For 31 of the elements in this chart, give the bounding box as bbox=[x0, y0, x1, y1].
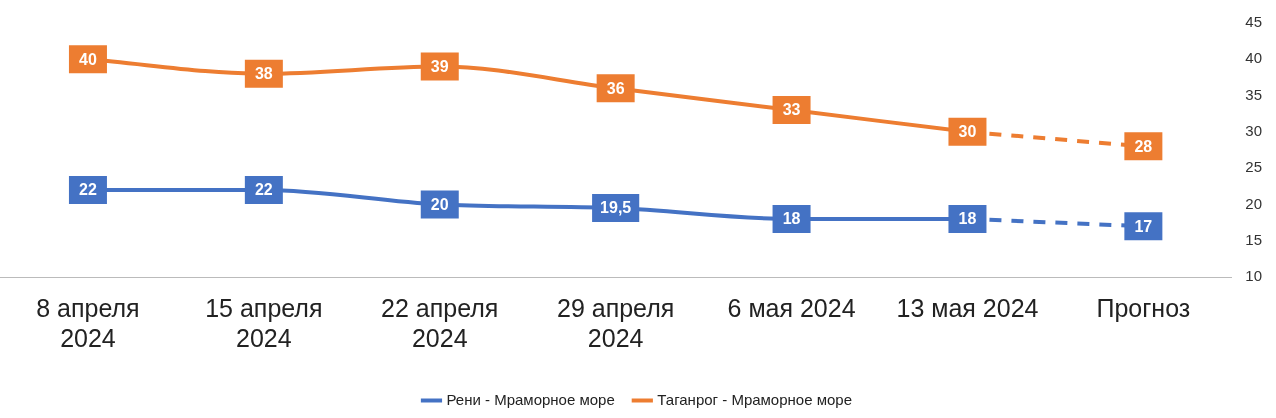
data-label: 17 bbox=[1134, 217, 1153, 235]
data-label: 30 bbox=[958, 123, 977, 141]
data-label: 39 bbox=[430, 57, 449, 75]
legend-label: Таганрог - Мраморное море bbox=[657, 390, 853, 408]
data-label: 22 bbox=[79, 181, 97, 199]
x-tick-label: 13 мая 2024 bbox=[896, 293, 1039, 322]
data-label: 36 bbox=[606, 79, 625, 97]
legend-label: Рени - Мраморное море bbox=[446, 390, 615, 408]
y-tick-label: 30 bbox=[1245, 122, 1262, 139]
data-label: 18 bbox=[782, 210, 801, 228]
data-label: 40 bbox=[79, 50, 97, 68]
y-tick-label: 45 bbox=[1245, 13, 1262, 31]
y-tick-label: 25 bbox=[1245, 158, 1262, 176]
x-tick-label: 22 апреля 2024 bbox=[381, 293, 499, 352]
x-tick-label: 8 апреля 2024 bbox=[36, 293, 140, 352]
data-label: 22 bbox=[254, 181, 273, 199]
data-label: 33 bbox=[782, 101, 801, 119]
y-tick-label: 20 bbox=[1245, 194, 1262, 212]
data-label: 19,5 bbox=[600, 199, 632, 217]
x-tick-label: 15 апреля 2024 bbox=[205, 293, 323, 352]
data-label: 28 bbox=[1134, 137, 1153, 155]
data-label: 18 bbox=[958, 210, 977, 228]
y-tick-label: 15 bbox=[1245, 230, 1262, 248]
x-tick-label: Прогноз bbox=[1096, 293, 1191, 322]
y-tick-label: 35 bbox=[1245, 85, 1262, 103]
y-tick-label: 10 bbox=[1245, 267, 1262, 285]
data-label: 20 bbox=[430, 195, 449, 213]
y-tick-label: 40 bbox=[1245, 49, 1262, 67]
x-tick-label: 29 апреля 2024 bbox=[557, 293, 675, 352]
data-label: 38 bbox=[254, 65, 273, 83]
x-tick-label: 6 мая 2024 bbox=[727, 293, 856, 322]
